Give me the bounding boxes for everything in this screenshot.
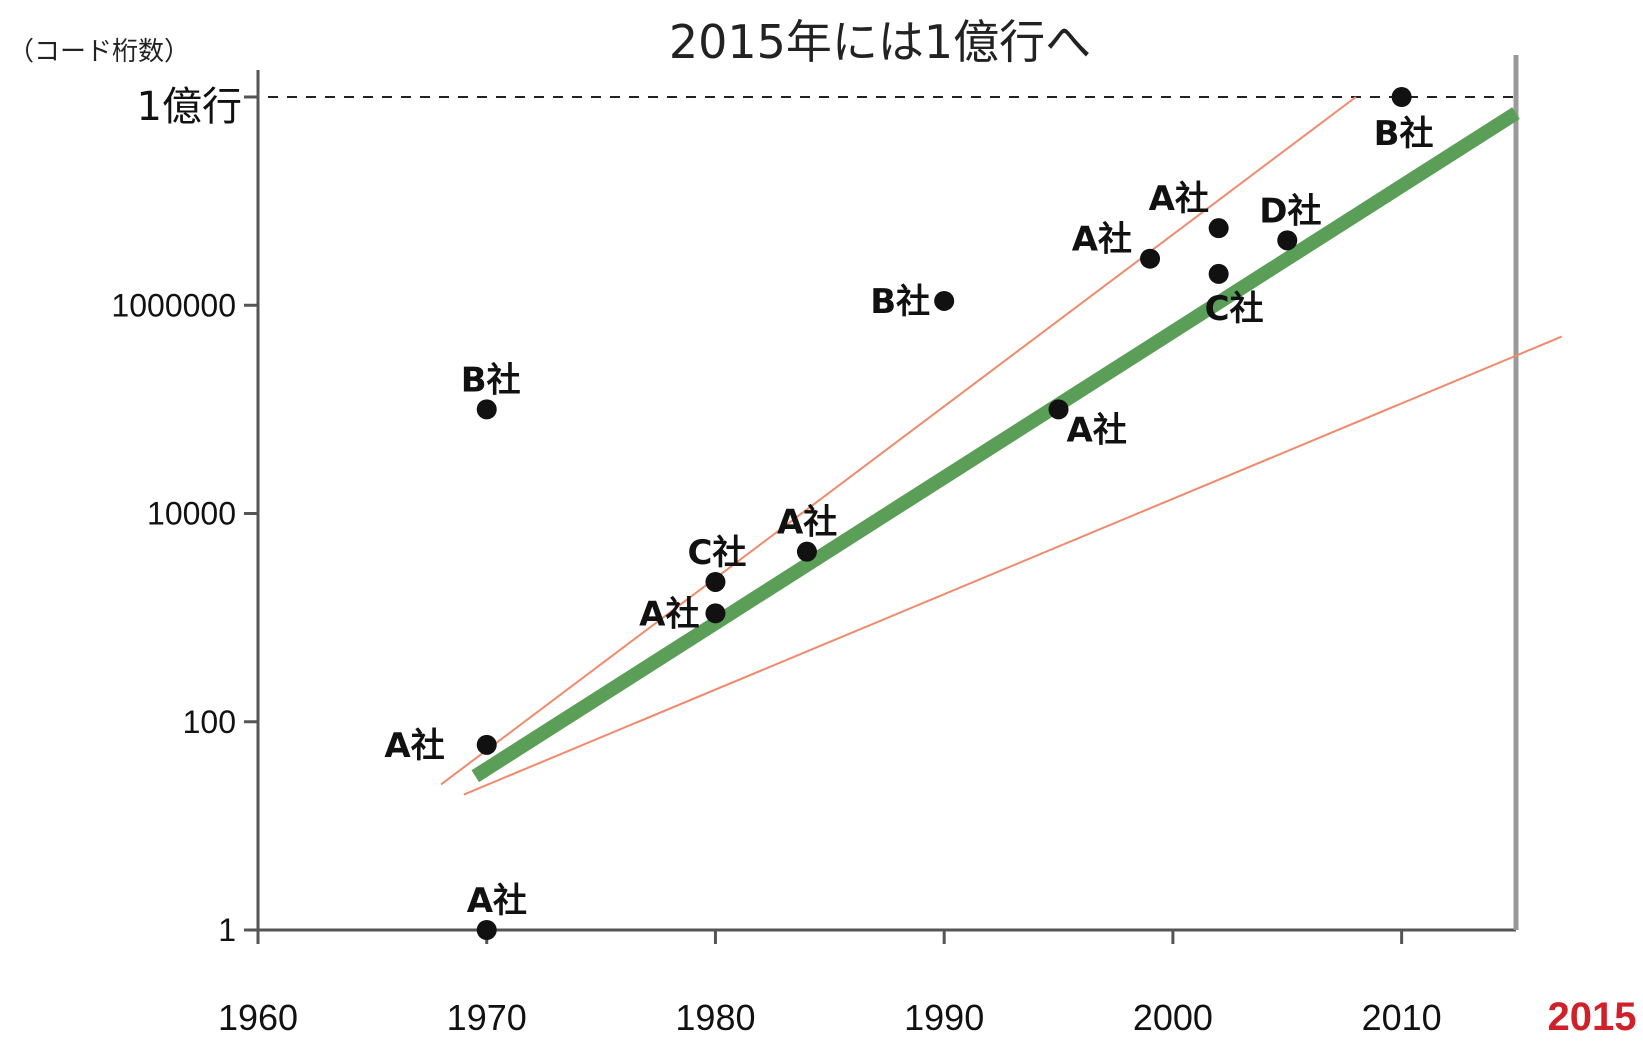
trend-line bbox=[471, 107, 1520, 783]
data-point bbox=[934, 290, 955, 311]
data-point-label: C社 bbox=[687, 533, 746, 573]
data-point-label: A社 bbox=[1149, 179, 1209, 219]
x-tick-label: 2010 bbox=[1362, 997, 1442, 1038]
data-point bbox=[705, 603, 726, 624]
x-tick-label: 1970 bbox=[447, 997, 527, 1038]
y-tick-label: 10000 bbox=[147, 496, 236, 532]
data-point bbox=[476, 399, 497, 420]
data-point-label: A社 bbox=[1072, 220, 1132, 260]
data-point bbox=[1208, 263, 1229, 284]
data-point bbox=[1140, 248, 1161, 269]
data-point-label: D社 bbox=[1259, 191, 1321, 231]
y-tick-label: 100 bbox=[183, 704, 236, 740]
data-point bbox=[1208, 218, 1229, 239]
data-point-label: B社 bbox=[870, 282, 930, 322]
x-tick-label: 1990 bbox=[904, 997, 984, 1038]
tick-labels-layer: 1 100 10000 1000000 1960 1970 1980 1990 2000 2010 bbox=[111, 287, 1441, 1038]
y-tick-label: 1000000 bbox=[111, 287, 236, 323]
data-point bbox=[796, 541, 817, 562]
trend-lines-layer bbox=[440, 96, 1563, 796]
upper-bound-line bbox=[440, 96, 1357, 786]
data-point-label: A社 bbox=[777, 503, 837, 543]
data-point bbox=[1391, 87, 1412, 107]
data-point-label: A社 bbox=[467, 881, 527, 921]
x-tick-label: 1960 bbox=[218, 997, 298, 1038]
data-point bbox=[705, 571, 726, 592]
data-point bbox=[1277, 230, 1298, 251]
data-point-label: A社 bbox=[639, 594, 699, 634]
data-point-label: B社 bbox=[461, 360, 521, 400]
lower-bound-line bbox=[463, 335, 1563, 796]
data-point bbox=[476, 734, 497, 755]
data-point-label: C社 bbox=[1205, 289, 1264, 329]
x-tick-label-2015: 2015 bbox=[1548, 995, 1637, 1039]
data-point-label: A社 bbox=[384, 726, 444, 766]
data-points-layer: A社 A社 B社 A社 C社 A社 B社 A社 A社 A社 C社 D社 B社 bbox=[384, 87, 1434, 940]
chart-title: 2015年には1億行へ bbox=[669, 15, 1091, 69]
y-axis-label: （コード桁数） bbox=[8, 37, 190, 67]
x-tick-label: 2000 bbox=[1133, 997, 1213, 1038]
x-tick-label: 1980 bbox=[675, 997, 755, 1038]
data-point bbox=[1048, 399, 1069, 420]
data-point-label: B社 bbox=[1374, 114, 1434, 154]
y-reference-label: 1億行 bbox=[137, 84, 242, 130]
axes-layer bbox=[244, 55, 1519, 944]
y-tick-label: 1 bbox=[218, 912, 236, 948]
data-point bbox=[476, 920, 497, 940]
data-point-label: A社 bbox=[1067, 410, 1127, 450]
